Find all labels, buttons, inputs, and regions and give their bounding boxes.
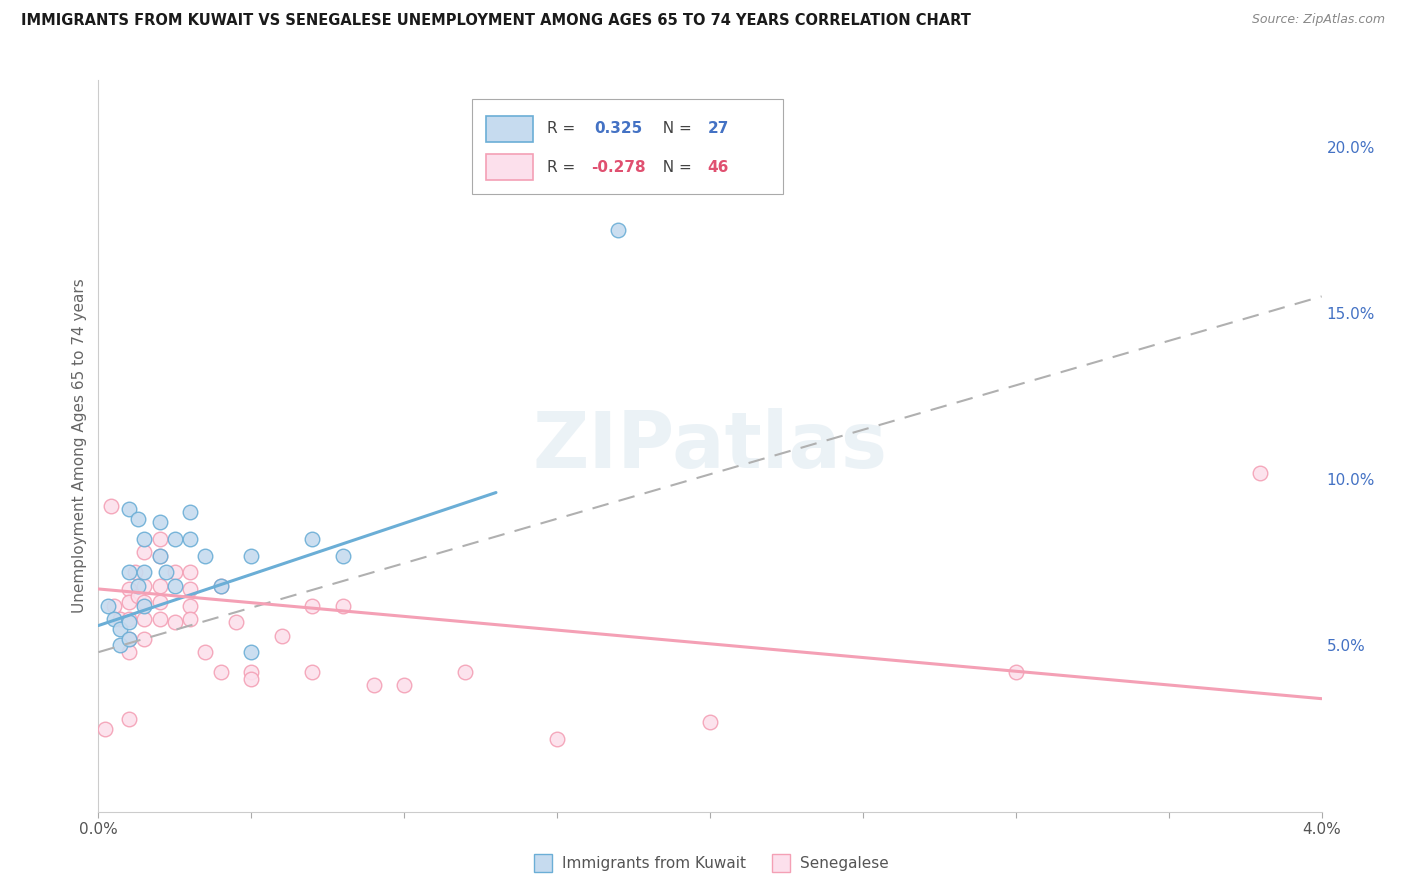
- Point: [108, 622, 131, 636]
- Point: [179, 566, 201, 580]
- Bar: [486, 153, 533, 180]
- Text: 27: 27: [707, 121, 728, 136]
- Point: [103, 599, 125, 613]
- Point: [179, 582, 201, 596]
- Point: [155, 566, 177, 580]
- Point: [163, 579, 186, 593]
- Point: [103, 612, 125, 626]
- Text: ZIPatlas: ZIPatlas: [533, 408, 887, 484]
- Point: [179, 599, 201, 613]
- Point: [149, 612, 172, 626]
- Point: [1004, 665, 1026, 679]
- Text: -0.278: -0.278: [592, 160, 645, 175]
- Point: [134, 545, 156, 559]
- Point: [100, 499, 122, 513]
- Point: [240, 665, 263, 679]
- Point: [149, 532, 172, 546]
- Text: N =: N =: [652, 121, 696, 136]
- Point: [240, 549, 263, 563]
- FancyBboxPatch shape: [471, 99, 783, 194]
- Point: [134, 566, 156, 580]
- Point: [332, 549, 354, 563]
- Point: [149, 595, 172, 609]
- Point: [134, 632, 156, 646]
- Point: [134, 599, 156, 613]
- Text: 0.325: 0.325: [593, 121, 643, 136]
- Point: [163, 566, 186, 580]
- Point: [301, 532, 323, 546]
- Point: [194, 645, 217, 659]
- Point: [118, 632, 141, 646]
- Point: [332, 599, 354, 613]
- Text: R =: R =: [547, 160, 581, 175]
- Point: [108, 612, 131, 626]
- Point: [134, 532, 156, 546]
- Point: [118, 566, 141, 580]
- Point: [1249, 466, 1271, 480]
- Point: [127, 579, 149, 593]
- Text: N =: N =: [652, 160, 696, 175]
- Point: [179, 506, 201, 520]
- Point: [209, 579, 232, 593]
- Point: [149, 549, 172, 563]
- Point: [124, 566, 146, 580]
- Point: [699, 714, 721, 729]
- Point: [118, 595, 141, 609]
- Point: [118, 612, 141, 626]
- Point: [118, 582, 141, 596]
- Point: [149, 549, 172, 563]
- Point: [301, 665, 323, 679]
- Point: [118, 645, 141, 659]
- Point: [93, 722, 115, 736]
- Point: [127, 512, 149, 526]
- Y-axis label: Unemployment Among Ages 65 to 74 years: Unemployment Among Ages 65 to 74 years: [72, 278, 87, 614]
- Point: [209, 579, 232, 593]
- Text: IMMIGRANTS FROM KUWAIT VS SENEGALESE UNEMPLOYMENT AMONG AGES 65 TO 74 YEARS CORR: IMMIGRANTS FROM KUWAIT VS SENEGALESE UNE…: [21, 13, 972, 29]
- Point: [97, 599, 120, 613]
- Point: [163, 615, 186, 630]
- Point: [363, 678, 385, 692]
- Point: [454, 665, 477, 679]
- Text: 46: 46: [707, 160, 728, 175]
- Point: [209, 665, 232, 679]
- Point: [118, 632, 141, 646]
- Point: [225, 615, 247, 630]
- Text: R =: R =: [547, 121, 581, 136]
- Bar: [486, 116, 533, 143]
- Legend: Immigrants from Kuwait, Senegalese: Immigrants from Kuwait, Senegalese: [526, 850, 894, 877]
- Point: [392, 678, 416, 692]
- Point: [163, 532, 186, 546]
- Point: [118, 712, 141, 726]
- Point: [240, 672, 263, 686]
- Point: [118, 615, 141, 630]
- Point: [179, 612, 201, 626]
- Point: [301, 599, 323, 613]
- Point: [127, 589, 149, 603]
- Point: [134, 595, 156, 609]
- Point: [108, 639, 131, 653]
- Point: [194, 549, 217, 563]
- Point: [546, 731, 568, 746]
- Point: [118, 502, 141, 516]
- Point: [134, 579, 156, 593]
- Point: [270, 628, 294, 642]
- Point: [607, 223, 630, 237]
- Point: [240, 645, 263, 659]
- Point: [149, 516, 172, 530]
- Point: [179, 532, 201, 546]
- Point: [149, 579, 172, 593]
- Text: Source: ZipAtlas.com: Source: ZipAtlas.com: [1251, 13, 1385, 27]
- Point: [134, 612, 156, 626]
